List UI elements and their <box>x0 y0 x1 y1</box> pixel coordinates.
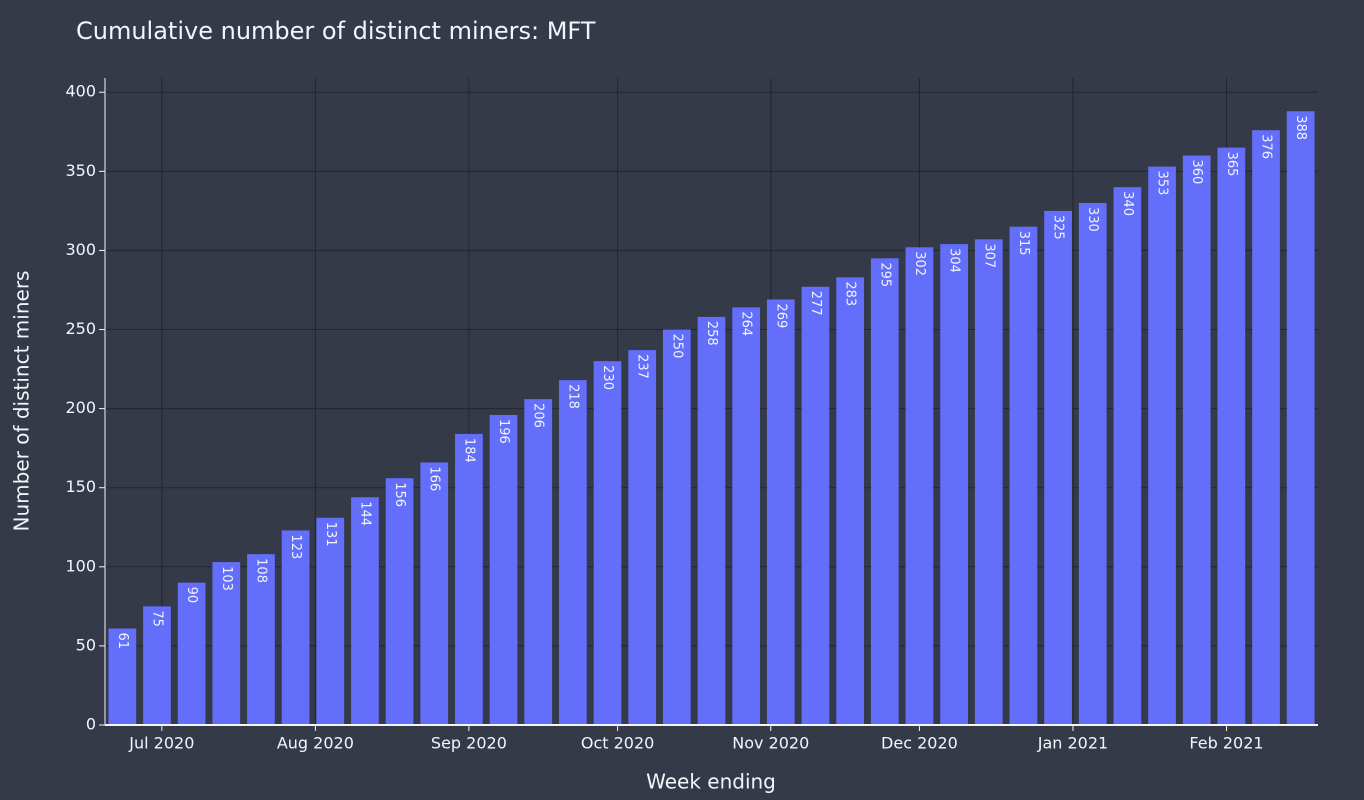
bar-label: 269 <box>773 303 788 328</box>
bar <box>1044 210 1072 725</box>
bar-label: 196 <box>496 419 511 444</box>
bar-label: 166 <box>427 466 442 491</box>
y-tick-label: 350 <box>65 161 96 180</box>
bar-label: 144 <box>357 501 372 526</box>
bar <box>212 562 241 725</box>
bar-label: 283 <box>843 281 858 306</box>
bar-label: 315 <box>1016 231 1031 256</box>
bar-label: 353 <box>1155 171 1170 196</box>
bar-label: 330 <box>1085 207 1100 232</box>
bar <box>836 277 864 725</box>
bar-label: 307 <box>981 243 996 268</box>
y-tick-label: 250 <box>65 319 96 338</box>
bar-label: 295 <box>877 262 892 287</box>
bar-label: 206 <box>531 403 546 428</box>
bar <box>1113 187 1142 725</box>
bar <box>108 628 137 725</box>
bar <box>662 329 691 725</box>
bar-label: 230 <box>600 365 615 390</box>
bar-label: 360 <box>1189 160 1204 185</box>
bar-label: 131 <box>323 522 338 547</box>
y-axis-title: Number of distinct miners <box>10 271 34 532</box>
bar-label: 304 <box>947 248 962 273</box>
bar <box>870 258 899 725</box>
bar-label: 302 <box>912 251 927 276</box>
bar-label: 184 <box>461 438 476 463</box>
y-tick-label: 0 <box>86 715 96 734</box>
bar-label: 108 <box>253 558 268 583</box>
bar-label: 75 <box>149 610 164 627</box>
bar <box>940 244 968 725</box>
bar <box>1182 155 1211 726</box>
bar <box>489 414 518 725</box>
bar <box>385 478 414 725</box>
y-tick-label: 400 <box>65 82 96 101</box>
bar-label: 250 <box>669 334 684 359</box>
bar-label: 365 <box>1224 152 1239 177</box>
bar <box>1078 202 1107 726</box>
bar <box>905 247 934 726</box>
x-tick-label: Jul 2020 <box>128 734 194 753</box>
x-tick-label: Oct 2020 <box>581 734 654 753</box>
chart-title: Cumulative number of distinct miners: MF… <box>76 17 596 45</box>
bar <box>697 316 726 725</box>
bar <box>351 497 379 725</box>
bar-label: 264 <box>739 311 754 336</box>
x-axis-title: Week ending <box>646 770 776 794</box>
bar-label: 376 <box>1259 134 1274 159</box>
y-tick-label: 150 <box>65 477 96 496</box>
x-tick-label: Feb 2021 <box>1189 734 1263 753</box>
bar <box>143 606 171 725</box>
x-tick-label: Jan 2021 <box>1037 734 1108 753</box>
bar-label: 340 <box>1120 191 1135 216</box>
bar <box>1148 166 1176 725</box>
bar <box>593 361 622 725</box>
bar <box>732 307 761 725</box>
bar-label: 388 <box>1293 115 1308 140</box>
y-tick-label: 100 <box>65 556 96 575</box>
bar-label: 61 <box>115 633 130 650</box>
bar-label: 258 <box>704 321 719 346</box>
bar-label: 325 <box>1051 215 1066 240</box>
bar <box>974 239 1003 725</box>
y-tick-label: 50 <box>76 635 96 654</box>
bar <box>455 433 483 725</box>
bar <box>628 350 657 725</box>
bar-label: 277 <box>808 291 823 316</box>
bar <box>420 462 449 725</box>
bar <box>524 399 553 725</box>
y-tick-label: 200 <box>65 398 96 417</box>
bar-label: 156 <box>392 482 407 507</box>
bar <box>281 530 310 725</box>
bar <box>247 554 275 725</box>
bar-label: 237 <box>635 354 650 379</box>
bar <box>1286 111 1315 726</box>
bar <box>766 299 795 725</box>
x-tick-label: Dec 2020 <box>881 734 958 753</box>
bar-label: 103 <box>219 566 234 591</box>
bar <box>559 380 587 725</box>
y-tick-label: 300 <box>65 240 96 259</box>
bar-label: 123 <box>288 534 303 559</box>
bar <box>316 517 345 725</box>
bar <box>1217 147 1246 726</box>
bar-label: 90 <box>184 587 199 604</box>
x-tick-label: Sep 2020 <box>431 734 507 753</box>
bar <box>1009 226 1038 725</box>
x-tick-label: Aug 2020 <box>277 734 354 753</box>
bar <box>1252 130 1280 725</box>
bar <box>801 286 830 725</box>
bar <box>177 582 206 725</box>
bar-label: 218 <box>565 384 580 409</box>
x-tick-label: Nov 2020 <box>732 734 809 753</box>
